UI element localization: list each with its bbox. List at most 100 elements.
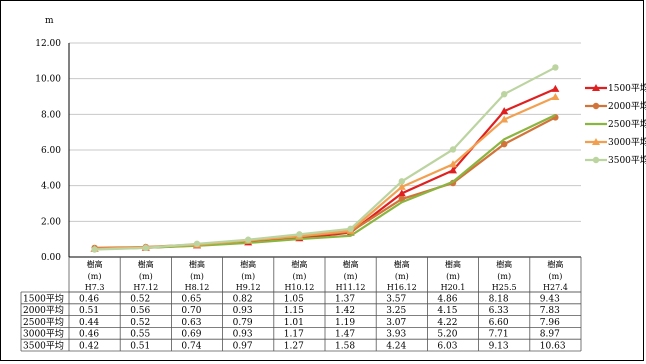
table-cell: 0.46 xyxy=(79,330,99,340)
legend-item: 3500平均 xyxy=(585,154,646,166)
data-point xyxy=(397,189,406,197)
data-point xyxy=(397,182,406,190)
x-tick-label: H20.1 xyxy=(441,283,466,292)
table-cell: 3.93 xyxy=(386,330,406,340)
table-cell: 4.15 xyxy=(437,306,457,316)
y-tick-label: 6.00 xyxy=(41,146,61,156)
data-table: 樹高(m)H7.3樹高(m)H7.12樹高(m)H8.12樹高(m)H9.12樹… xyxy=(20,257,582,352)
header-unit: (m) xyxy=(395,272,409,281)
table-row-label: 1500平均 xyxy=(23,292,64,304)
header-row-label: 樹高 xyxy=(240,259,256,269)
table-cell: 0.82 xyxy=(233,294,253,304)
legend-label: 2000平均 xyxy=(608,100,646,112)
table-cell: 0.93 xyxy=(233,330,253,340)
table-cell: 0.46 xyxy=(79,294,99,304)
x-tick-label: H8.12 xyxy=(185,283,210,292)
table-cell: 0.63 xyxy=(181,318,201,328)
table-row-label: 3500平均 xyxy=(23,340,64,352)
table-cell: 1.27 xyxy=(284,342,304,352)
table-row: 1500平均 0.46 0.52 0.65 0.82 1.05 1.37 3.57 4.86 8.… xyxy=(23,292,560,304)
table-cell: 0.97 xyxy=(233,342,253,352)
table-cell: 0.42 xyxy=(79,342,99,352)
data-point xyxy=(245,236,252,243)
legend-label: 1500平均 xyxy=(608,82,646,94)
data-point xyxy=(142,244,149,252)
header-row-label: 樹高 xyxy=(445,259,461,269)
table-row-label: 2500平均 xyxy=(23,316,64,328)
header-unit: (m) xyxy=(548,272,562,281)
header-unit: (m) xyxy=(497,272,511,281)
legend-marker xyxy=(592,102,600,110)
header-row-label: 樹高 xyxy=(138,259,154,269)
x-tick-label: H25.5 xyxy=(492,283,517,292)
table-cell: 0.70 xyxy=(181,306,201,316)
table-cell: 4.22 xyxy=(437,318,457,328)
data-point xyxy=(551,93,560,101)
table-header-cell: 樹高 (m) H20.1 xyxy=(441,259,466,292)
header-unit: (m) xyxy=(446,272,460,281)
table-cell: 0.93 xyxy=(233,306,253,316)
legend-item: 1500平均 xyxy=(585,82,646,94)
table-row-label: 2000平均 xyxy=(23,304,64,316)
table-header-cell: 樹高 (m) H25.5 xyxy=(492,259,517,292)
table-cell: 1.17 xyxy=(284,330,304,340)
y-tick-label: 12.00 xyxy=(35,39,61,49)
table-cell: 1.37 xyxy=(335,294,355,304)
series-5 xyxy=(91,64,559,253)
table-row: 3500平均 0.42 0.51 0.74 0.97 1.27 1.58 4.24 6.03 9.… xyxy=(23,340,566,352)
data-point xyxy=(193,240,201,248)
data-point xyxy=(296,231,303,238)
table-cell: 8.97 xyxy=(540,330,560,340)
table-cell: 0.52 xyxy=(130,318,150,328)
table-cell: 5.20 xyxy=(437,330,457,340)
table-cell: 0.56 xyxy=(130,306,150,316)
data-point xyxy=(449,160,457,168)
y-tick-label: 0.00 xyxy=(41,253,61,263)
y-tick-label: 8.00 xyxy=(41,110,61,120)
table-header-cell: 樹高 (m) H10.12 xyxy=(284,259,314,292)
table-cell: 1.58 xyxy=(335,342,355,352)
x-tick-label: H7.12 xyxy=(133,283,158,292)
legend-label: 3500平均 xyxy=(608,154,646,166)
table-cell: 4.86 xyxy=(437,294,457,304)
table-header-cell: 樹高 (m) H9.12 xyxy=(236,259,261,292)
legend-marker xyxy=(592,156,600,164)
y-axis-unit-label: m xyxy=(45,16,54,26)
table-row: 3000平均 0.46 0.55 0.69 0.93 1.17 1.47 3.93 5.20 7.… xyxy=(23,328,560,340)
header-row-label: 樹高 xyxy=(87,259,103,269)
header-row-label: 樹高 xyxy=(496,259,512,269)
table-cell: 3.25 xyxy=(386,306,406,316)
table-header-cell: 樹高 (m) H7.12 xyxy=(133,259,158,292)
y-tick-label: 4.00 xyxy=(41,182,61,192)
legend-label: 3000平均 xyxy=(608,136,646,148)
legend-label: 2500平均 xyxy=(608,118,646,130)
table-cell: 8.18 xyxy=(489,294,509,304)
x-tick-label: H9.12 xyxy=(236,283,261,292)
table-cell: 4.24 xyxy=(386,342,406,352)
table-cell: 1.05 xyxy=(284,294,304,304)
data-point xyxy=(501,90,508,98)
table-header-cell: 樹高 (m) H7.3 xyxy=(85,259,105,292)
table-cell: 0.65 xyxy=(181,294,201,304)
series-4 xyxy=(90,93,560,252)
table-cell: 10.63 xyxy=(540,342,566,352)
header-row-label: 樹高 xyxy=(394,259,410,269)
series-line xyxy=(94,66,556,251)
header-unit: (m) xyxy=(88,272,102,281)
y-tick-labels: 0.00 2.00 4.00 6.00 8.00 10.00 12.00 xyxy=(35,39,61,263)
table-header-cell: 樹高 (m) H11.12 xyxy=(336,259,366,292)
header-row-label: 樹高 xyxy=(547,259,563,269)
x-tick-label: H10.12 xyxy=(284,283,314,292)
header-row-label: 樹高 xyxy=(291,259,307,269)
x-tick-label: H27.4 xyxy=(543,283,568,292)
data-point xyxy=(551,84,560,92)
table-cell: 7.83 xyxy=(540,306,560,316)
data-point xyxy=(501,140,508,148)
series-line xyxy=(94,96,556,250)
header-unit: (m) xyxy=(190,272,204,281)
header-row-label: 樹高 xyxy=(189,259,205,269)
table-cell: 0.79 xyxy=(233,318,253,328)
legend: 1500平均 2000平均 2500平均 3000平均 3500平均 xyxy=(585,82,646,166)
